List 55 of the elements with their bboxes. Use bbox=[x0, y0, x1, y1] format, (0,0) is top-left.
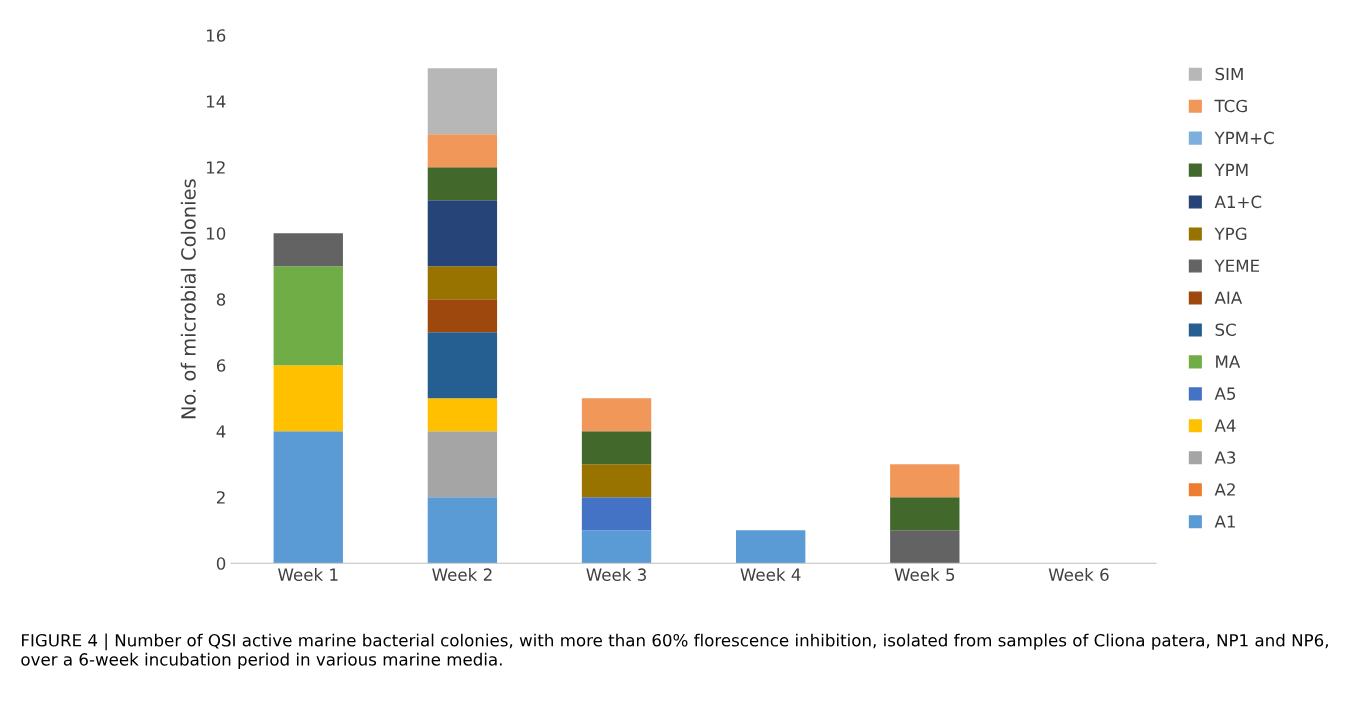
legend-label: A4 bbox=[1214, 419, 1236, 432]
y-tick-label: 16 bbox=[206, 29, 226, 42]
bar bbox=[427, 497, 498, 564]
bar bbox=[427, 134, 498, 168]
bar bbox=[273, 266, 343, 366]
x-tick-label: Week 4 bbox=[740, 568, 801, 581]
legend-label: A3 bbox=[1214, 451, 1236, 464]
bar bbox=[735, 530, 806, 564]
bar bbox=[581, 497, 652, 531]
bar bbox=[581, 431, 652, 465]
bar bbox=[427, 266, 498, 300]
legend-label: SC bbox=[1215, 323, 1236, 336]
y-tick-label: 4 bbox=[216, 425, 226, 438]
y-axis-title: No. of microbial Colonies bbox=[180, 179, 196, 419]
legend-label: A1 bbox=[1214, 515, 1235, 528]
y-tick-label: 8 bbox=[216, 293, 226, 306]
legend-label: TCG bbox=[1214, 99, 1247, 113]
legend-label: AIA bbox=[1214, 291, 1243, 304]
bar bbox=[427, 332, 498, 399]
bar bbox=[890, 464, 960, 498]
y-tick-label: 0 bbox=[216, 557, 226, 570]
y-tick-label: 12 bbox=[206, 161, 225, 174]
caption: FIGURE 4 | Number of QSI active marine bacterial colonies, with more than 60% florescence inhibition, isolated from samples of Cliona patera, NP1 and NP6, over a 6-week incubation period in various marine media. bbox=[21, 633, 1328, 669]
x-tick-label: Week 5 bbox=[894, 568, 955, 581]
bar bbox=[581, 464, 652, 498]
bar bbox=[427, 167, 498, 201]
legend-label: A2 bbox=[1214, 483, 1235, 496]
bar bbox=[581, 530, 652, 564]
legend-label: A1+C bbox=[1214, 195, 1262, 209]
x-tick-label: Week 1 bbox=[278, 568, 338, 581]
legend-label: MA bbox=[1216, 355, 1241, 368]
bar bbox=[427, 200, 498, 267]
legend-label: A5 bbox=[1214, 387, 1236, 400]
y-tick-label: 2 bbox=[216, 491, 225, 504]
y-tick-label: 14 bbox=[206, 95, 226, 108]
x-tick-label: Week 6 bbox=[1048, 568, 1109, 581]
legend-label: SIM bbox=[1215, 67, 1243, 81]
bar bbox=[890, 497, 960, 531]
bar bbox=[273, 431, 343, 564]
bar bbox=[427, 398, 498, 432]
bar bbox=[581, 398, 652, 432]
bar bbox=[427, 299, 498, 333]
legend-label: YPM+C bbox=[1214, 131, 1274, 145]
bar bbox=[273, 365, 343, 432]
y-tick-label: 10 bbox=[206, 227, 226, 240]
bar bbox=[427, 68, 498, 135]
bar bbox=[273, 233, 343, 267]
x-tick-label: Week 2 bbox=[432, 568, 492, 581]
legend-label: YPG bbox=[1214, 227, 1247, 241]
bar bbox=[890, 530, 960, 564]
x-tick-label: Week 3 bbox=[586, 568, 646, 581]
legend-label: YPM bbox=[1214, 163, 1248, 176]
bar bbox=[427, 431, 498, 498]
legend-label: YEME bbox=[1214, 259, 1260, 272]
y-tick-label: 6 bbox=[216, 359, 226, 372]
